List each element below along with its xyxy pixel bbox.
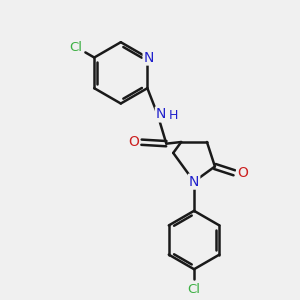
Text: H: H: [169, 110, 178, 122]
Text: N: N: [144, 50, 154, 64]
Text: O: O: [237, 166, 248, 180]
Text: N: N: [189, 175, 199, 189]
Text: Cl: Cl: [188, 283, 201, 296]
Text: N: N: [156, 107, 166, 122]
Text: Cl: Cl: [70, 40, 83, 53]
Text: O: O: [128, 135, 139, 149]
